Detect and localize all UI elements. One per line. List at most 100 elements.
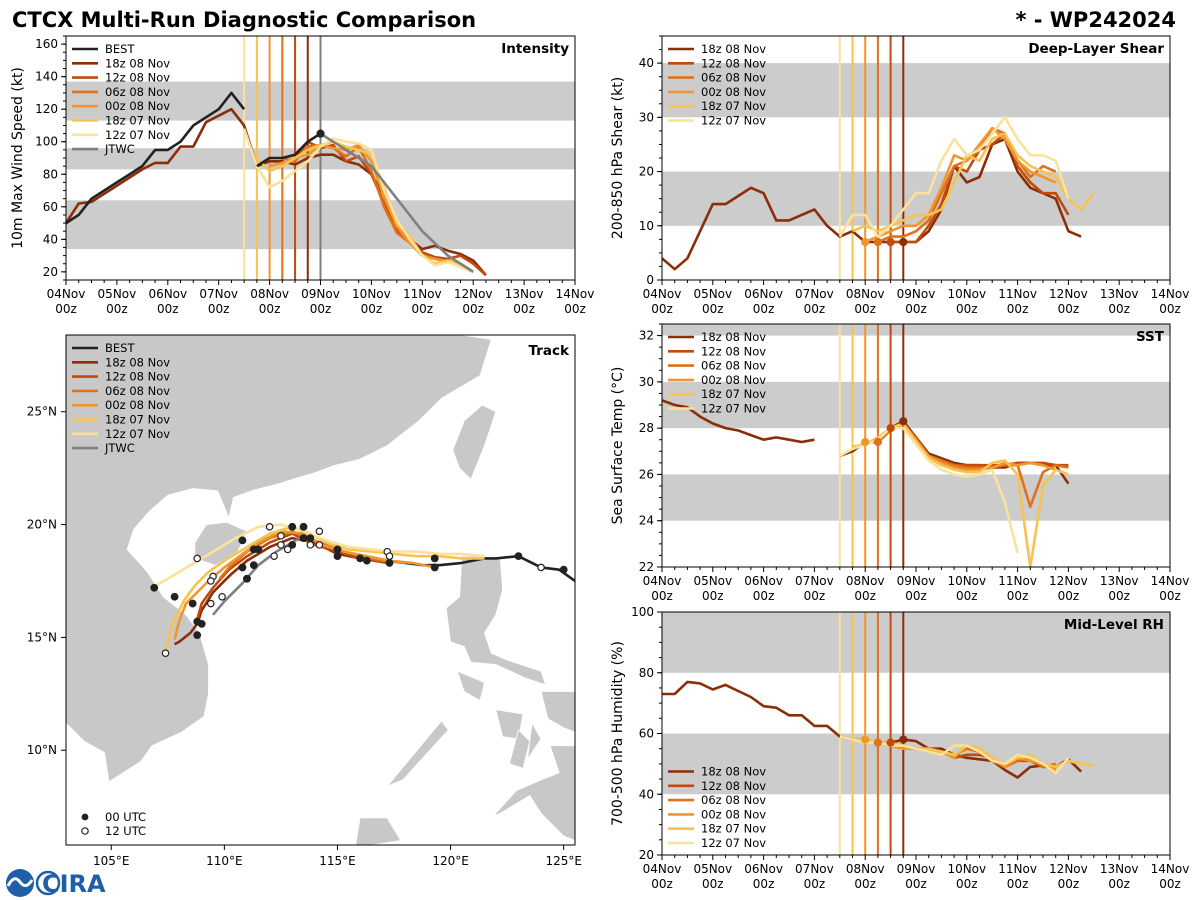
sst-xtick-day: 08Nov [846, 574, 885, 588]
shear-xtick-day: 09Nov [897, 287, 936, 301]
figure-title: CTCX Multi-Run Diagnostic Comparison [12, 8, 476, 32]
shear-xtick-day: 05Nov [693, 287, 732, 301]
rh-xtick-day: 05Nov [693, 862, 732, 876]
intensity-ylabel: 10m Max Wind Speed (kt) [10, 67, 26, 249]
shear-legend-label: 00z 08 Nov [701, 85, 766, 99]
intensity-run-marker [316, 129, 325, 138]
intensity-legend-label: 12z 07 Nov [105, 128, 170, 142]
track-point-00utc [559, 565, 568, 574]
shear-panel: 01020304004Nov00z05Nov00z06Nov00z07Nov00… [610, 35, 1189, 316]
rh-xtick-day: 09Nov [897, 862, 936, 876]
rh-run-marker [861, 735, 870, 744]
intensity-legend-label: 00z 08 Nov [105, 99, 170, 113]
shear-xtick-day: 11Nov [998, 287, 1037, 301]
track-lines-group [150, 522, 575, 657]
intensity-xtick-day: 05Nov [98, 287, 137, 301]
rh-legend-label: 00z 08 Nov [701, 807, 766, 821]
track-point-12utc [306, 541, 315, 549]
shear-ytick-label: 10 [639, 219, 654, 233]
track-xtick-label: 125°E [545, 854, 582, 868]
shear-xtick-day: 04Nov [643, 287, 682, 301]
track-point-12utc [315, 541, 324, 549]
intensity-xtick-day: 07Nov [199, 287, 238, 301]
track-point-12utc [206, 599, 215, 608]
track-legend-label: BEST [105, 341, 135, 355]
sst-ytick-label: 32 [639, 329, 654, 343]
track-point-00utc [333, 552, 342, 561]
track-xtick-label: 110°E [206, 854, 243, 868]
track-point-12utc [265, 523, 274, 531]
shear-xtick-hour: 00z [1007, 302, 1029, 316]
shear-title: Deep-Layer Shear [1028, 41, 1164, 57]
track-point-00utc [356, 554, 364, 563]
track-point-00utc [299, 522, 308, 531]
rh-ytick-label: 40 [639, 787, 654, 801]
track-point-12utc [277, 541, 285, 549]
sst-ytick-label: 24 [639, 514, 654, 528]
sst-xtick-hour: 00z [804, 589, 826, 603]
track-point-00utc [514, 552, 523, 561]
track-legend-label: 00z 08 Nov [105, 398, 170, 412]
rh-xtick-hour: 00z [905, 877, 927, 891]
track-point-12utc [277, 532, 285, 540]
track-point-00utc [238, 536, 247, 545]
sst-xtick-day: 11Nov [998, 574, 1037, 588]
rh-xtick-hour: 00z [651, 877, 673, 891]
land-palawan [386, 720, 449, 787]
shear-xtick-hour: 00z [1108, 302, 1130, 316]
rh-xtick-hour: 00z [1058, 877, 1080, 891]
intensity-series-line [242, 128, 474, 274]
track-point-12utc [270, 552, 278, 560]
track-ytick-label: 25°N [27, 405, 57, 419]
shear-run-marker [861, 237, 870, 247]
rh-run-marker [886, 738, 895, 747]
track-line [173, 529, 435, 640]
shear-ytick-label: 20 [639, 165, 654, 179]
sst-xtick-hour: 00z [753, 589, 775, 603]
land-mindoro [456, 670, 485, 702]
sst-xtick-hour: 00z [1159, 589, 1181, 603]
sst-legend-label: 18z 08 Nov [701, 330, 766, 344]
intensity-xtick-day: 13Nov [505, 287, 544, 301]
track-point-00utc [150, 583, 159, 592]
rh-legend-label: 12z 08 Nov [701, 779, 766, 793]
rh-ylabel: 700-500 hPa Humidity (%) [610, 641, 626, 826]
sst-xtick-hour: 00z [702, 589, 724, 603]
intensity-legend-label: BEST [105, 42, 135, 56]
shear-series-line [838, 116, 1070, 238]
shear-ytick-label: 0 [646, 273, 654, 287]
track-point-00utc [430, 554, 439, 563]
sst-legend-label: 12z 07 Nov [701, 402, 766, 416]
track-title: Track [529, 343, 570, 359]
rh-xtick-hour: 00z [854, 877, 876, 891]
rh-xtick-day: 12Nov [1049, 862, 1088, 876]
intensity-xtick-day: 10Nov [352, 287, 391, 301]
intensity-xtick-hour: 00z [310, 302, 332, 316]
track-point-00utc [299, 534, 308, 542]
track-point-12utc [315, 527, 324, 536]
rh-xtick-day: 13Nov [1100, 862, 1139, 876]
shear-xtick-day: 08Nov [846, 287, 885, 301]
intensity-xtick-hour: 00z [361, 302, 383, 316]
rh-run-marker [873, 738, 883, 747]
rh-legend-label: 06z 08 Nov [701, 793, 766, 807]
track-line [174, 536, 361, 646]
track-point-00utc [193, 617, 202, 626]
rh-xtick-hour: 00z [1159, 877, 1181, 891]
track-xtick-label: 105°E [93, 854, 130, 868]
shear-xtick-hour: 00z [854, 302, 876, 316]
track-point-00utc [362, 556, 371, 565]
cira-logo: CIRA [6, 869, 106, 898]
track-line [151, 523, 485, 589]
intensity-legend-label: 12z 08 Nov [105, 71, 170, 85]
intensity-xtick-hour: 00z [564, 302, 586, 316]
shear-legend-label: 18z 07 Nov [701, 99, 766, 113]
track-point-12utc [537, 563, 545, 572]
track-point-12utc [218, 592, 226, 601]
track-point-12utc [283, 545, 292, 554]
track-xtick-label: 115°E [319, 854, 356, 868]
intensity-series-line [319, 132, 474, 273]
sst-xtick-hour: 00z [1058, 589, 1080, 603]
sst-xtick-day: 07Nov [795, 574, 834, 588]
